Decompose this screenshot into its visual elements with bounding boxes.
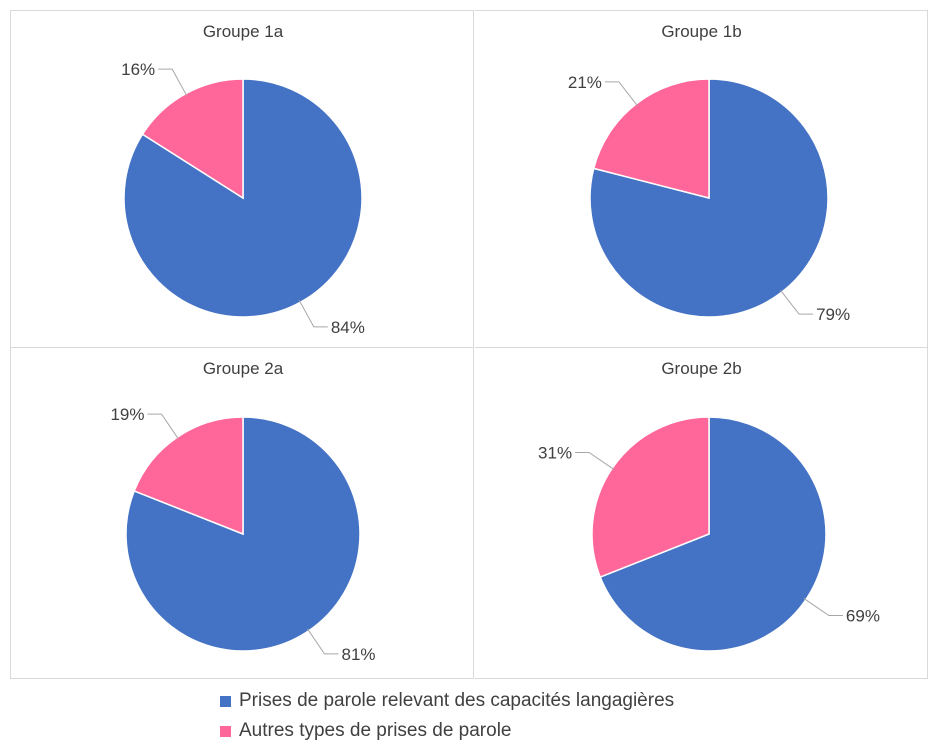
- legend-label-capacites-langagieres: Prises de parole relevant des capacités …: [239, 690, 675, 711]
- chart-panel-groupe-1b: Groupe 1b 79% 21%: [475, 10, 928, 348]
- chart-title-groupe-2a: Groupe 2a: [203, 359, 284, 378]
- data-label: 31%: [538, 443, 572, 462]
- leader-line: [575, 451, 615, 470]
- legend-item-autres-types: Autres types de prises de parole: [220, 716, 920, 746]
- data-label: 84%: [331, 318, 365, 337]
- chart-legend: Prises de parole relevant des capacités …: [220, 686, 920, 746]
- data-label: 19%: [110, 405, 144, 424]
- chart-title-groupe-1a: Groupe 1a: [203, 22, 284, 41]
- leader-line: [158, 68, 188, 97]
- pie-chart-groupe-2a: Groupe 2a 81% 19%: [110, 359, 376, 664]
- data-label: 79%: [816, 305, 850, 324]
- pie-chart-groupe-1a: Groupe 1a 84% 16%: [121, 22, 365, 337]
- chart-panel-groupe-2b: Groupe 2b 69% 31%: [475, 347, 928, 679]
- legend-label-autres-types: Autres types de prises de parole: [239, 720, 512, 741]
- chart-title-groupe-2b: Groupe 2b: [661, 359, 741, 378]
- data-label: 81%: [342, 645, 376, 664]
- chart-panel-groupe-1a: Groupe 1a 84% 16%: [10, 10, 474, 348]
- leader-line: [298, 299, 328, 328]
- pie-chart-groupe-1b: Groupe 1b 79% 21%: [568, 22, 850, 324]
- leader-line: [307, 628, 339, 655]
- leader-line: [803, 598, 843, 617]
- pie-chart-groupe-2b: Groupe 2b 69% 31%: [538, 359, 880, 652]
- legend-swatch-pink: [220, 725, 231, 737]
- legend-swatch-blue: [220, 695, 231, 707]
- legend-item-capacites-langagieres: Prises de parole relevant des capacités …: [220, 686, 920, 716]
- data-label: 16%: [121, 60, 155, 79]
- data-label: 21%: [568, 73, 602, 92]
- leader-line: [780, 289, 814, 315]
- leader-line: [604, 81, 638, 107]
- chart-panel-groupe-2a: Groupe 2a 81% 19%: [10, 347, 474, 679]
- chart-title-groupe-1b: Groupe 1b: [661, 22, 741, 41]
- data-label: 69%: [846, 607, 880, 626]
- leader-line: [147, 413, 179, 440]
